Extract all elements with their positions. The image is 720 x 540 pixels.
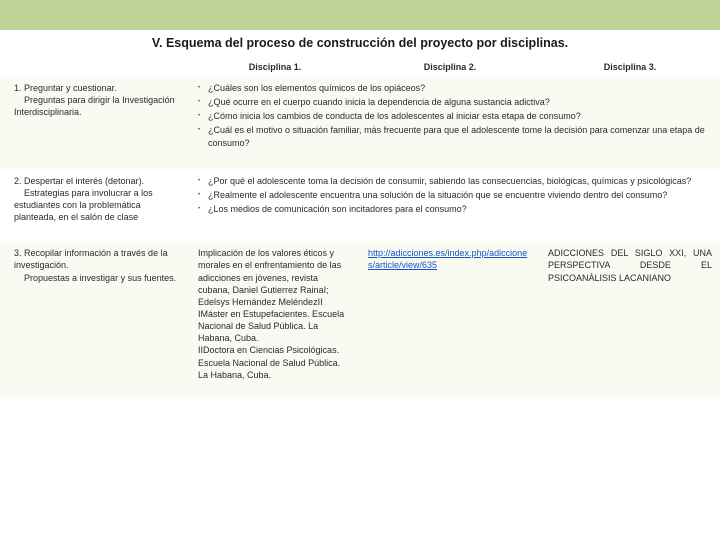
row2-questions: ¿Por qué el adolescente toma la decisión…	[190, 169, 720, 242]
row3-label: 3. Recopilar información a través de la …	[0, 241, 190, 399]
header-row: Disciplina 1. Disciplina 2. Disciplina 3…	[0, 58, 720, 76]
row1-label: 1. Preguntar y cuestionar. Preguntas par…	[0, 76, 190, 169]
row-2: 2. Despertar el interés (detonar). Estra…	[0, 169, 720, 242]
row1-questions: ¿Cuáles son los elementos químicos de lo…	[190, 76, 720, 169]
schema-table: Disciplina 1. Disciplina 2. Disciplina 3…	[0, 58, 720, 399]
adicciones-link[interactable]: http://adicciones.es/index.php/adiccione…	[368, 248, 527, 270]
page-title: V. Esquema del proceso de construcción d…	[0, 30, 720, 58]
row3-disc3: ADICCIONES DEL SIGLO XXI, UNA PERSPECTIV…	[540, 241, 720, 399]
row3-disc1: Implicación de los valores éticos y mora…	[190, 241, 360, 399]
header-disc2: Disciplina 2.	[360, 58, 540, 76]
top-banner	[0, 0, 720, 30]
header-empty	[0, 58, 190, 76]
row-3: 3. Recopilar información a través de la …	[0, 241, 720, 399]
row3-disc2: http://adicciones.es/index.php/adiccione…	[360, 241, 540, 399]
header-disc3: Disciplina 3.	[540, 58, 720, 76]
row2-label: 2. Despertar el interés (detonar). Estra…	[0, 169, 190, 242]
row-1: 1. Preguntar y cuestionar. Preguntas par…	[0, 76, 720, 169]
header-disc1: Disciplina 1.	[190, 58, 360, 76]
